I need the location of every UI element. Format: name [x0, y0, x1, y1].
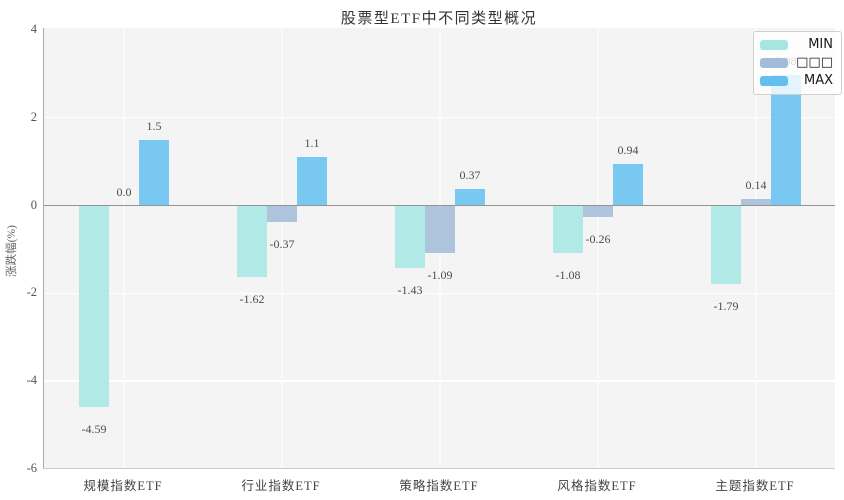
legend-item: MIN — [760, 38, 833, 52]
bar-MAX-1 — [297, 157, 327, 206]
gridline-vertical — [755, 28, 757, 468]
y-tick-label: -4 — [26, 373, 37, 388]
bar-MAX-4 — [771, 74, 801, 206]
bar-□□□-3 — [583, 205, 613, 217]
x-category-label: 规模指数ETF — [83, 479, 163, 493]
bar-value-label: -1.09 — [427, 268, 453, 283]
bar-□□□-2 — [425, 205, 455, 254]
gridline-vertical — [281, 28, 283, 468]
legend-item: □□□ — [760, 56, 833, 70]
bar-value-label: 0.37 — [459, 168, 481, 183]
y-tick-label: -6 — [26, 460, 37, 475]
x-category-label: 策略指数ETF — [399, 479, 479, 493]
y-tick-label: -2 — [26, 285, 37, 300]
gridline-vertical — [123, 28, 125, 468]
legend-item-label: MAX — [803, 73, 833, 88]
bar-MAX-0 — [139, 139, 169, 206]
y-tick-label: 2 — [30, 109, 37, 124]
legend: MIN □□□ MAX — [753, 31, 842, 95]
bar-MIN-3 — [553, 205, 583, 253]
zero-axis-line — [44, 204, 835, 207]
bar-value-label: -4.59 — [81, 422, 107, 436]
bar-□□□-1 — [267, 205, 297, 222]
legend-swatch — [760, 58, 788, 68]
bar-value-label: 1.1 — [304, 136, 320, 151]
bar-value-label: -1.08 — [555, 267, 581, 282]
bar-MAX-2 — [455, 189, 485, 206]
bar-MIN-2 — [395, 205, 425, 269]
bar-□□□-4 — [741, 199, 771, 206]
x-category-label: 行业指数ETF — [241, 479, 321, 493]
bar-MIN-4 — [711, 205, 741, 285]
bar-value-label: -1.62 — [239, 291, 265, 306]
legend-item-label: MIN — [808, 37, 833, 52]
bar-MIN-1 — [237, 205, 267, 277]
bar-MAX-3 — [613, 164, 643, 206]
bar-value-label: -1.79 — [713, 299, 739, 314]
bar-value-label: -1.43 — [397, 283, 423, 298]
legend-swatch — [760, 76, 788, 86]
chart-title: 股票型ETF中不同类型概况 — [340, 11, 538, 27]
plot-area: -4.59 -1.62 -1.43 -1.08 -1.79 0.0 -0.37 -1.09 -0… — [43, 28, 835, 469]
bar-MIN-0 — [79, 205, 109, 407]
bar-value-label: 0.94 — [617, 143, 639, 158]
bar-value-label: 0.14 — [745, 178, 767, 193]
bar-value-label: 0.0 — [116, 184, 132, 199]
y-tick-label: 4 — [30, 21, 37, 36]
bar-value-label: -0.26 — [585, 231, 611, 246]
bar-value-label: -0.37 — [269, 236, 295, 251]
x-category-label: 风格指数ETF — [557, 479, 637, 493]
legend-item-label: □□□ — [796, 55, 833, 70]
x-category-label: 主题指数ETF — [715, 479, 795, 493]
y-tick-label: 0 — [30, 197, 37, 212]
legend-swatch — [760, 40, 788, 50]
bar-value-label: 1.5 — [146, 118, 162, 133]
gridline-vertical — [597, 28, 599, 468]
legend-item: MAX — [760, 74, 833, 88]
